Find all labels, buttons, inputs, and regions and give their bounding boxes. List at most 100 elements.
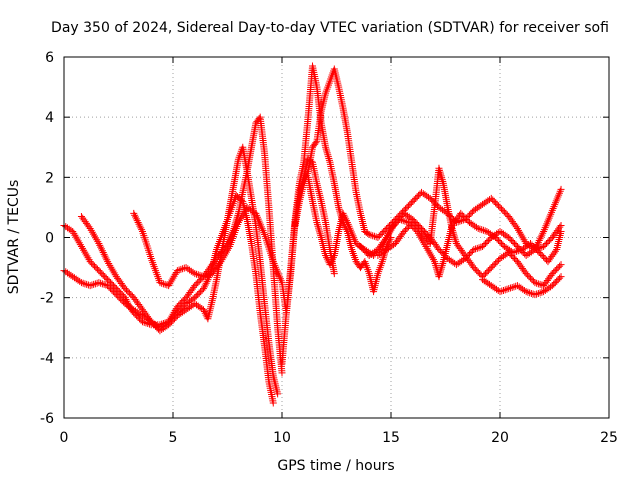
data-point-marker [557,261,565,269]
data-point-marker [499,286,507,294]
data-point-marker [401,217,409,225]
data-point-marker [511,255,519,263]
data-point-marker [193,270,201,278]
y-tick-label: -4 [40,351,54,367]
data-point-marker [168,318,176,326]
data-point-marker [406,200,414,208]
data-point-marker [178,298,186,306]
data-point-marker [175,301,183,309]
data-point-marker [490,261,498,269]
axis-ticks [63,56,610,419]
data-point-marker [196,271,204,279]
data-point-marker [528,241,536,249]
data-point-marker [533,279,541,287]
y-tick-label: -2 [40,291,54,307]
data-point-marker [436,247,444,255]
data-point-marker [169,316,177,324]
data-point-marker [498,287,506,295]
data-point-marker [463,215,471,223]
data-point-marker [435,246,443,254]
data-point-marker [92,264,100,272]
data-point-marker [540,253,548,261]
data-point-marker [132,213,140,221]
data-point-marker [191,282,199,290]
data-point-marker [493,200,501,208]
data-point-marker [205,271,213,279]
data-point-marker [115,294,123,302]
data-point-marker [173,267,181,275]
data-point-marker [486,265,494,273]
data-point-marker [216,259,224,267]
data-point-marker [170,315,178,323]
data-point-marker [505,249,513,257]
data-point-marker [472,223,480,231]
y-axis-label: SDTVAR / TECUs [6,180,22,295]
data-point-marker [412,218,420,226]
data-point-marker [479,226,487,234]
data-point-marker [509,253,517,261]
data-point-marker [534,280,542,288]
data-point-marker [526,289,534,297]
data-point-marker [364,229,372,237]
data-point-marker [420,227,428,235]
data-point-marker [194,271,202,279]
data-point-marker [108,280,116,288]
data-point-marker [557,273,565,281]
data-point-marker [506,235,514,243]
data-point-marker [554,264,562,272]
data-point-marker [391,218,399,226]
data-point-marker [473,244,481,252]
data-point-marker [402,226,410,234]
data-point-marker [495,202,503,210]
data-point-marker [342,215,350,223]
data-point-marker [527,274,535,282]
data-point-marker [533,242,541,250]
data-point-marker [394,215,402,223]
data-point-marker [489,262,497,270]
data-point-marker [358,244,366,252]
data-point-marker [278,369,286,377]
data-point-marker [191,270,199,278]
data-point-marker [90,280,98,288]
data-point-marker [470,246,478,254]
data-point-marker [508,237,516,245]
data-point-marker [356,243,364,251]
data-point-marker [88,259,96,267]
x-tick-label: 0 [60,430,69,446]
data-point-marker [541,241,549,249]
data-point-marker [105,283,113,291]
data-point-marker [487,264,495,272]
data-point-marker [112,291,120,299]
data-point-marker [493,258,501,266]
series-track-3 [77,143,282,398]
data-point-marker [176,300,184,308]
data-point-marker [131,211,139,219]
data-point-marker [97,243,105,251]
data-point-marker [200,285,208,293]
data-point-marker [428,196,436,204]
data-point-marker [91,262,99,270]
data-point-marker [553,277,561,285]
data-point-marker [192,292,200,300]
data-point-marker [93,265,101,273]
data-point-marker [200,306,208,314]
data-point-marker [413,220,421,228]
data-point-marker [96,268,104,276]
data-point-marker [553,265,561,273]
data-point-marker [76,277,84,285]
data-point-marker [200,273,208,281]
data-point-marker [177,265,185,273]
data-point-marker [543,240,551,248]
data-point-marker [393,217,401,225]
data-point-marker [544,238,552,246]
data-point-marker [359,246,367,254]
data-point-marker [500,208,508,216]
data-point-marker [109,288,117,296]
data-point-marker [156,279,164,287]
data-point-marker [465,211,473,219]
data-point-marker [492,259,500,267]
data-point-marker [99,249,107,257]
data-point-marker [533,240,541,248]
data-point-marker [150,321,158,329]
data-point-marker [412,194,420,202]
